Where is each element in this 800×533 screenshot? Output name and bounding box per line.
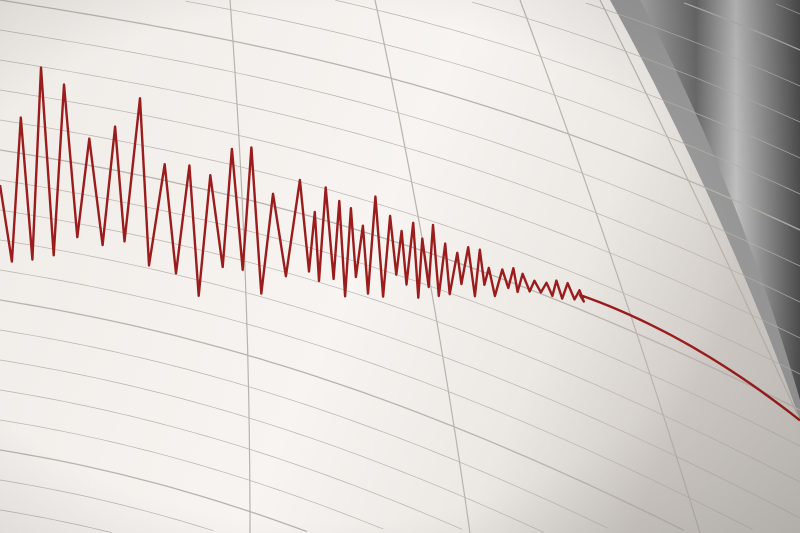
seismograph-illustration bbox=[0, 0, 800, 533]
vignette bbox=[0, 0, 800, 533]
seismograph-photo bbox=[0, 0, 800, 533]
